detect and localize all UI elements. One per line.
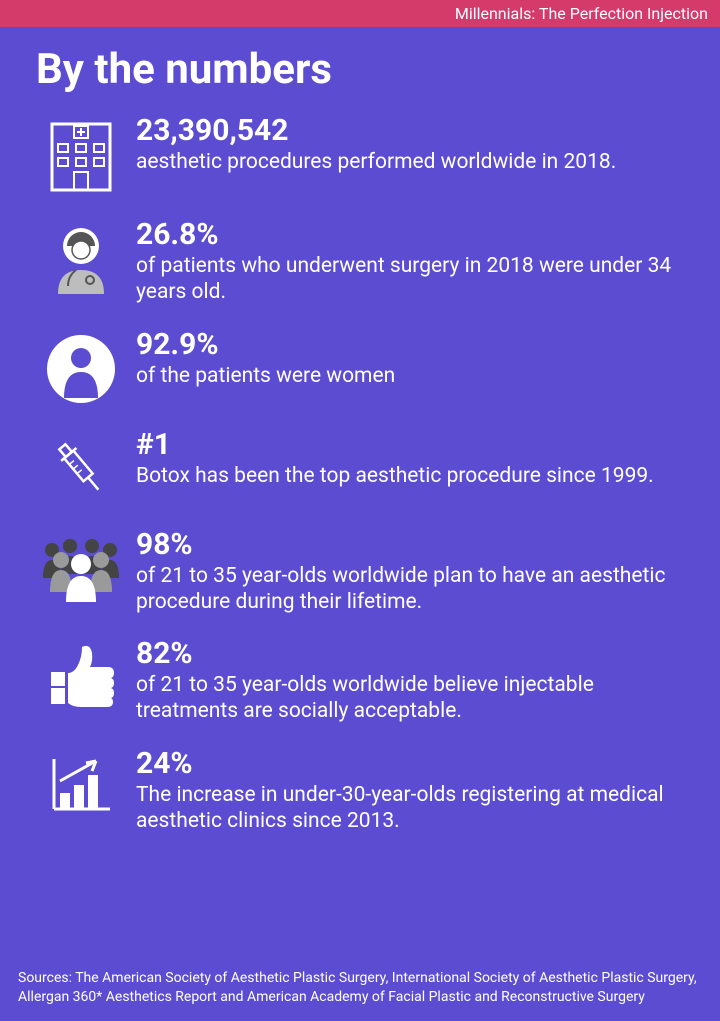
stat-desc: of patients who underwent surgery in 201… xyxy=(136,253,684,306)
stat-row: 26.8% of patients who underwent surgery … xyxy=(36,218,684,306)
stat-text: 98% of 21 to 35 year-olds worldwide plan… xyxy=(126,528,684,616)
stat-desc: Botox has been the top aesthetic procedu… xyxy=(136,463,684,489)
crowd-icon xyxy=(36,528,126,606)
stat-value: 98% xyxy=(136,528,684,561)
header-subtitle: Millennials: The Perfection Injection xyxy=(455,4,708,23)
stat-text: 82% of 21 to 35 year-olds worldwide beli… xyxy=(126,637,684,725)
stat-row: 23,390,542 aesthetic procedures performe… xyxy=(36,114,684,196)
nurse-icon xyxy=(36,218,126,300)
stat-text: 24% The increase in under-30-year-olds r… xyxy=(126,747,684,835)
stat-value: 24% xyxy=(136,747,684,780)
stat-desc: aesthetic procedures performed worldwide… xyxy=(136,149,684,175)
stat-row: #1 Botox has been the top aesthetic proc… xyxy=(36,428,684,506)
sources-text: Sources: The American Society of Aesthet… xyxy=(0,969,720,1021)
stat-row: 82% of 21 to 35 year-olds worldwide beli… xyxy=(36,637,684,725)
stat-desc: The increase in under-30-year-olds regis… xyxy=(136,782,684,835)
stat-text: #1 Botox has been the top aesthetic proc… xyxy=(126,428,684,489)
stat-text: 23,390,542 aesthetic procedures performe… xyxy=(126,114,684,175)
stat-value: 92.9% xyxy=(136,328,684,361)
stat-row: 92.9% of the patients were women xyxy=(36,328,684,406)
syringe-icon xyxy=(36,428,126,506)
stat-desc: of 21 to 35 year-olds worldwide plan to … xyxy=(136,563,684,616)
stat-text: 92.9% of the patients were women xyxy=(126,328,684,389)
stat-row: 98% of 21 to 35 year-olds worldwide plan… xyxy=(36,528,684,616)
chart-up-icon xyxy=(36,747,126,817)
page-title: By the numbers xyxy=(36,45,684,94)
stat-value: 26.8% xyxy=(136,218,684,251)
stat-text: 26.8% of patients who underwent surgery … xyxy=(126,218,684,306)
stat-value: #1 xyxy=(136,428,684,461)
stat-desc: of 21 to 35 year-olds worldwide believe … xyxy=(136,672,684,725)
stat-value: 82% xyxy=(136,637,684,670)
stat-row: 24% The increase in under-30-year-olds r… xyxy=(36,747,684,835)
hospital-icon xyxy=(36,114,126,196)
content-area: By the numbers 23,390 xyxy=(0,27,720,969)
infographic-page: Millennials: The Perfection Injection By… xyxy=(0,0,720,1021)
header-bar: Millennials: The Perfection Injection xyxy=(0,0,720,27)
stat-value: 23,390,542 xyxy=(136,114,684,147)
thumbs-up-icon xyxy=(36,637,126,711)
woman-icon xyxy=(36,328,126,406)
stat-desc: of the patients were women xyxy=(136,363,684,389)
